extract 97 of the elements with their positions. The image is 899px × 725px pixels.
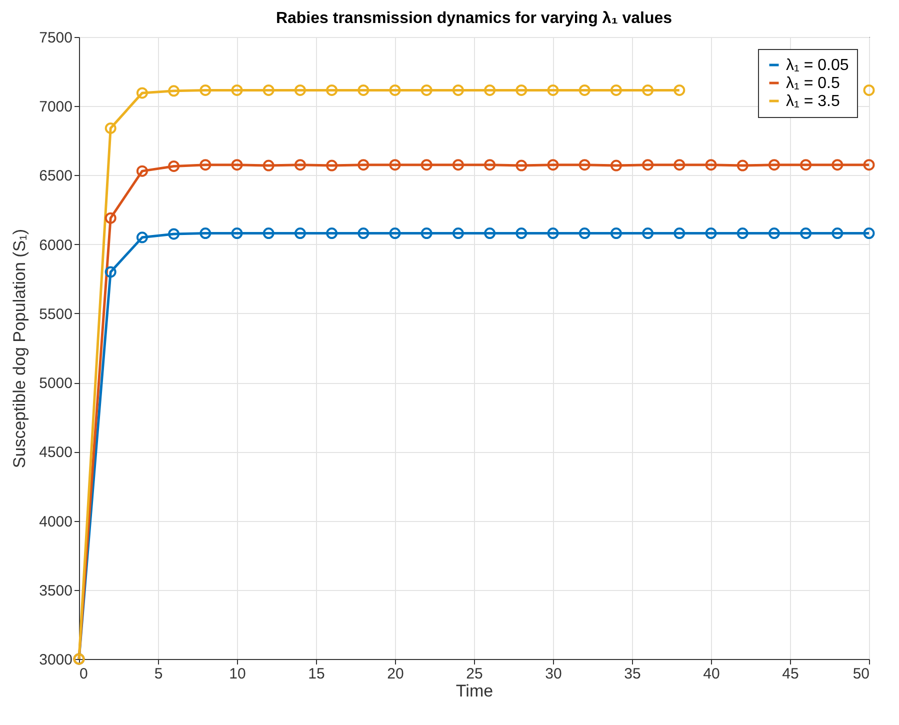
point bbox=[642, 84, 654, 96]
point bbox=[262, 84, 274, 96]
point bbox=[484, 84, 496, 96]
point bbox=[326, 228, 338, 240]
y-tick-label: 5000 bbox=[39, 375, 72, 392]
point bbox=[452, 84, 464, 96]
point bbox=[863, 228, 875, 240]
y-tick-label: 7000 bbox=[39, 98, 72, 116]
x-tick-label: 40 bbox=[703, 666, 720, 682]
y-tick-label: 4000 bbox=[39, 513, 72, 530]
point bbox=[610, 228, 622, 240]
point bbox=[294, 159, 306, 171]
point bbox=[578, 159, 590, 171]
point bbox=[832, 228, 844, 240]
point bbox=[863, 84, 875, 96]
point bbox=[104, 212, 116, 224]
point bbox=[262, 160, 274, 172]
x-tick-label: 25 bbox=[466, 666, 483, 682]
x-tick-label: 20 bbox=[387, 666, 404, 682]
point bbox=[168, 85, 180, 97]
point bbox=[231, 228, 243, 240]
x-tick-label: 15 bbox=[308, 666, 325, 682]
point bbox=[326, 160, 338, 172]
point bbox=[420, 159, 432, 171]
point bbox=[642, 159, 654, 171]
point bbox=[136, 165, 148, 177]
point bbox=[294, 228, 306, 240]
point bbox=[294, 84, 306, 96]
point bbox=[104, 122, 116, 134]
point bbox=[452, 228, 464, 240]
point bbox=[420, 228, 432, 240]
point bbox=[420, 84, 432, 96]
y-tick-label: 5500 bbox=[39, 306, 72, 323]
x-tick-label: 10 bbox=[229, 666, 246, 682]
chart-title: Rabies transmission dynamics for varying λ₁ values bbox=[276, 10, 672, 27]
point bbox=[326, 84, 338, 96]
legend-label: λ₁ = 0.05 bbox=[786, 57, 849, 74]
y-tick-label: 3500 bbox=[39, 582, 72, 600]
point bbox=[610, 160, 622, 172]
point bbox=[389, 228, 401, 240]
y-tick-label: 6000 bbox=[39, 236, 72, 254]
point bbox=[136, 87, 148, 99]
point bbox=[136, 232, 148, 244]
point bbox=[358, 84, 370, 96]
point bbox=[610, 84, 622, 96]
point bbox=[231, 84, 243, 96]
point bbox=[262, 228, 274, 240]
point bbox=[389, 159, 401, 171]
x-tick-label: 5 bbox=[154, 666, 163, 682]
point bbox=[389, 84, 401, 96]
y-tick-label: 7500 bbox=[39, 30, 72, 46]
point bbox=[800, 159, 812, 171]
point bbox=[200, 159, 212, 171]
point bbox=[736, 160, 748, 172]
legend-label: λ₁ = 3.5 bbox=[786, 93, 840, 110]
point bbox=[200, 84, 212, 96]
point bbox=[484, 159, 496, 171]
point bbox=[547, 159, 559, 171]
point bbox=[231, 159, 243, 171]
point bbox=[516, 84, 528, 96]
point bbox=[516, 228, 528, 240]
x-tick-label: 30 bbox=[545, 666, 562, 682]
legend-label: λ₁ = 0.5 bbox=[786, 75, 840, 92]
x-axis-title: Time bbox=[456, 682, 494, 700]
point bbox=[168, 160, 180, 172]
point bbox=[768, 159, 780, 171]
point bbox=[800, 228, 812, 240]
x-tick-label: 45 bbox=[782, 666, 799, 682]
point bbox=[863, 159, 875, 171]
point bbox=[547, 228, 559, 240]
y-tick-label: 4500 bbox=[39, 444, 72, 462]
point bbox=[642, 228, 654, 240]
point bbox=[705, 228, 717, 240]
point bbox=[484, 228, 496, 240]
y-axis-title: Susceptible dog Population (S₁) bbox=[10, 228, 30, 468]
point bbox=[578, 228, 590, 240]
y-tick-label: 6500 bbox=[39, 168, 72, 185]
point bbox=[516, 160, 528, 172]
point bbox=[200, 228, 212, 240]
y-tick-label: 3000 bbox=[39, 652, 72, 668]
x-tick-label: 0 bbox=[80, 666, 88, 682]
point bbox=[547, 84, 559, 96]
point bbox=[358, 159, 370, 171]
x-tick-label: 35 bbox=[624, 666, 641, 682]
point bbox=[674, 84, 686, 96]
x-tick-label: 50 bbox=[852, 666, 870, 682]
point bbox=[832, 159, 844, 171]
point bbox=[674, 159, 686, 171]
point bbox=[168, 228, 180, 240]
point bbox=[104, 266, 116, 278]
point bbox=[705, 159, 717, 171]
point bbox=[452, 159, 464, 171]
point bbox=[578, 84, 590, 96]
point bbox=[358, 228, 370, 240]
point bbox=[674, 228, 686, 240]
point bbox=[736, 228, 748, 240]
point bbox=[768, 228, 780, 240]
